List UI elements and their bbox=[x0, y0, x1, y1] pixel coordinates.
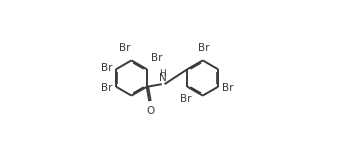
Text: H: H bbox=[159, 69, 166, 78]
Text: Br: Br bbox=[119, 44, 131, 54]
Text: Br: Br bbox=[150, 53, 162, 63]
Text: Br: Br bbox=[222, 83, 233, 93]
Text: Br: Br bbox=[180, 94, 192, 104]
Text: N: N bbox=[159, 73, 166, 83]
Text: Br: Br bbox=[101, 83, 112, 93]
Text: Br: Br bbox=[198, 44, 209, 54]
Text: Br: Br bbox=[101, 63, 112, 73]
Text: O: O bbox=[146, 106, 154, 116]
